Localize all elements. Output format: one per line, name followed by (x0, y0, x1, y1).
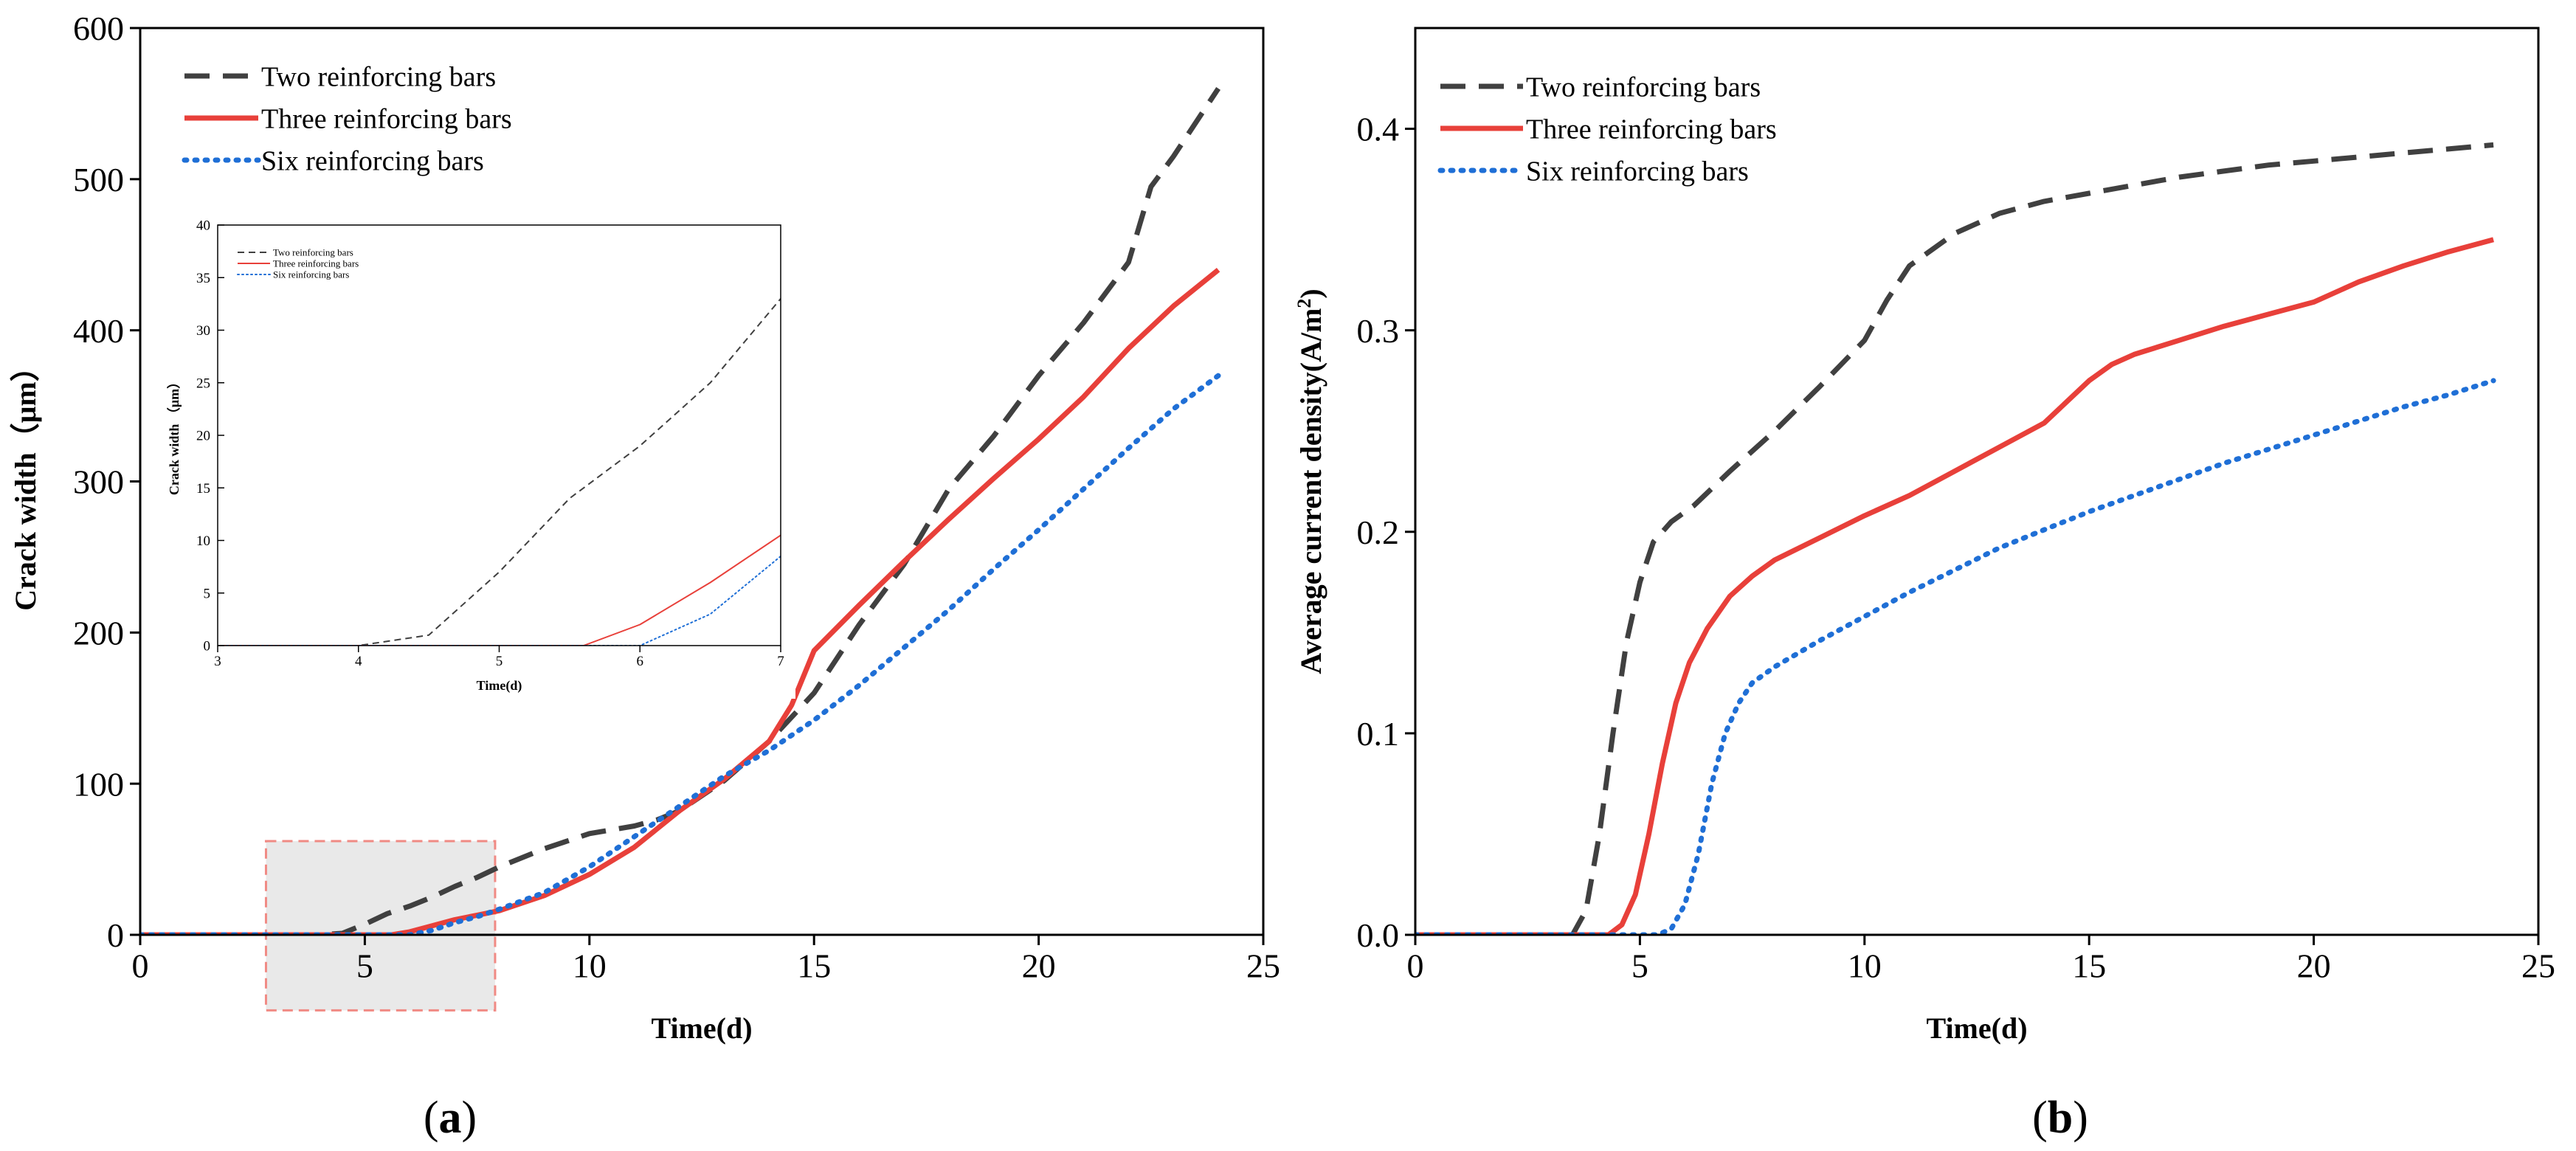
y-axis-title: Crack width （μm） (167, 376, 182, 495)
panel-a-chart: 0 5 10 15 20 250100200300400500600Time(d)Crac… (9, 10, 1280, 1045)
y-tick-label: 600 (73, 10, 124, 47)
series-line-three-reinforcing-bars (218, 534, 781, 646)
y-tick-label: 35 (196, 271, 210, 286)
panel-b-chart: 0 5 10 15 20 25 0.0 0.1 0.2 0.3 0.4 Time(d) Average … (1294, 27, 2555, 1045)
y-tick-label: 30 (196, 323, 210, 339)
series-line-six-reinforcing-bars (1415, 378, 2496, 935)
series-line-three-reinforcing-bars (140, 267, 1220, 935)
legend-label-six-reinforcing-bars: Six reinforcing bars (261, 145, 484, 176)
y-tick-label: 400 (73, 312, 124, 350)
y-tick-label: 10 (196, 533, 210, 549)
y-tick-label: 0.1 (1357, 715, 1400, 753)
inset-background (172, 219, 795, 699)
x-tick-label: 10 (573, 947, 607, 985)
y-tick-label: 0 (107, 916, 124, 954)
y-tick-label: 20 (196, 429, 210, 444)
panel-b-label: (b) (2032, 1093, 2088, 1143)
y-tick-label: 5 (204, 586, 211, 601)
x-tick-label: 25 (2521, 947, 2555, 985)
x-axis-title: Time(d) (1926, 1012, 2027, 1045)
y-axis-title: Crack width（μm） (9, 352, 42, 610)
legend-label-two-reinforcing-bars: Two reinforcing bars (261, 61, 496, 92)
y-axis-title-superscript: 2 (1294, 299, 1315, 308)
y-tick-label: 0.2 (1357, 514, 1400, 551)
x-tick-label: 7 (777, 654, 784, 669)
x-tick-label: 5 (496, 654, 503, 669)
series-line-two-reinforcing-bars (218, 298, 781, 646)
x-tick-label: 20 (1022, 947, 1056, 985)
x-tick-label: 5 (356, 947, 373, 985)
y-axis-title-main: Average current density(A/m (1294, 308, 1327, 674)
legend-label-three-reinforcing-bars: Three reinforcing bars (261, 103, 512, 134)
legend-label-three-reinforcing-bars: Three reinforcing bars (1526, 114, 1777, 145)
panel-a-inset-chart: 3 4 5 6 7 0 5 10 15 20 25 30 35 40 Time(d) Crack width … (167, 218, 795, 699)
series-line-three-reinforcing-bars (1415, 237, 2495, 935)
y-tick-label: 0.3 (1357, 312, 1400, 350)
legend-label-six-reinforcing-bars: Six reinforcing bars (273, 269, 349, 280)
y-axis-title-main: Crack width（μm） (9, 352, 42, 610)
x-tick-label: 5 (1631, 947, 1648, 985)
series-line-two-reinforcing-bars (1415, 142, 2494, 935)
y-tick-label: 0.0 (1357, 916, 1400, 954)
x-tick-label: 4 (355, 654, 362, 669)
legend-label-six-reinforcing-bars: Six reinforcing bars (1526, 156, 1749, 187)
panel-a-label: (a) (424, 1093, 477, 1143)
x-tick-label: 0 (132, 947, 149, 985)
series-line-six-reinforcing-bars (218, 555, 781, 646)
x-tick-label: 15 (2072, 947, 2106, 985)
x-tick-label: 25 (1246, 947, 1280, 985)
x-tick-label: 20 (2297, 947, 2331, 985)
y-axis-title-main: Crack width （μm） (167, 376, 182, 495)
x-tick-label: 6 (637, 654, 644, 669)
x-tick-label: 3 (214, 654, 221, 669)
y-tick-label: 40 (196, 218, 210, 234)
zoom-region-box (264, 840, 497, 1012)
x-tick-label: 10 (1848, 947, 1882, 985)
y-tick-label: 300 (73, 463, 124, 501)
y-tick-label: 25 (196, 376, 210, 391)
legend-label-three-reinforcing-bars: Three reinforcing bars (273, 258, 359, 269)
y-tick-label: 0 (204, 639, 211, 654)
x-axis-title: Time(d) (477, 678, 522, 694)
x-axis-title: Time(d) (651, 1012, 752, 1045)
x-tick-label: 15 (797, 947, 831, 985)
y-tick-label: 500 (73, 161, 124, 198)
legend-label-two-reinforcing-bars: Two reinforcing bars (273, 247, 353, 258)
plot-frame (1414, 27, 2540, 936)
y-axis-title: Average current density(A/m2) (1294, 288, 1328, 674)
x-tick-label: 0 (1407, 947, 1424, 985)
y-axis-title-end: ) (1294, 288, 1327, 298)
y-tick-label: 0.4 (1357, 111, 1400, 148)
legend-label-two-reinforcing-bars: Two reinforcing bars (1526, 72, 1761, 103)
y-tick-label: 15 (196, 481, 210, 497)
y-tick-label: 200 (73, 614, 124, 651)
series-line-six-reinforcing-bars (140, 373, 1221, 935)
y-tick-label: 100 (73, 765, 124, 803)
